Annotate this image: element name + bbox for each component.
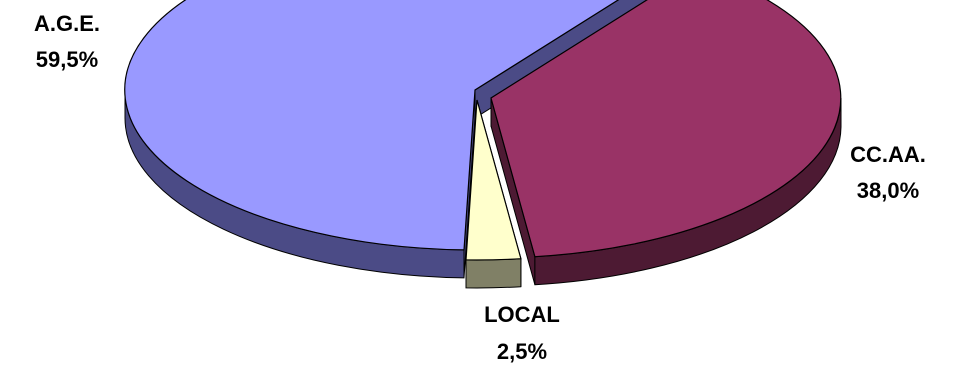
pie-tops bbox=[124, 0, 842, 261]
slice-value-age: 59,5% bbox=[36, 47, 98, 72]
pie-slice-age bbox=[124, 0, 620, 251]
slice-value-local: 2,5% bbox=[497, 339, 547, 364]
slice-label-ccaa: CC.AA. bbox=[850, 142, 926, 167]
pie-side-local bbox=[465, 258, 522, 289]
slice-value-ccaa: 38,0% bbox=[857, 178, 919, 203]
pie-slice-local bbox=[465, 99, 522, 261]
pie-labels: A.G.E. 59,5% CC.AA. 38,0% LOCAL 2,5% bbox=[34, 11, 926, 364]
slice-label-age: A.G.E. bbox=[34, 11, 100, 36]
slice-label-local: LOCAL bbox=[484, 302, 560, 327]
pie-slice-ccaa bbox=[490, 0, 842, 258]
